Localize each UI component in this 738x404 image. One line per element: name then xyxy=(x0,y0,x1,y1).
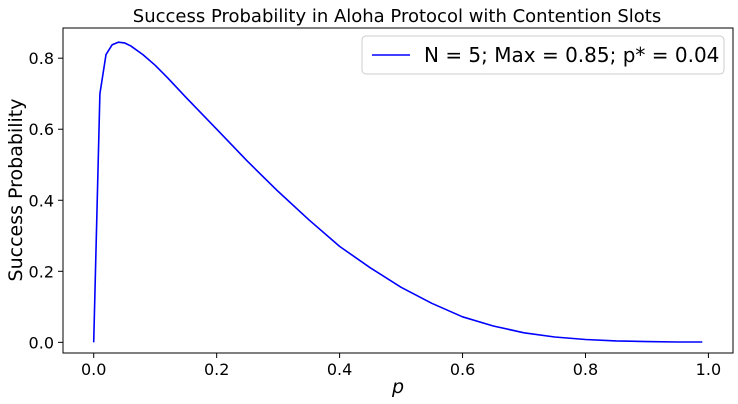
x-tick-label: 0.6 xyxy=(450,360,475,379)
plot-area xyxy=(62,27,734,354)
x-tick-label: 1.0 xyxy=(696,360,721,379)
y-axis-ticks: 0.0 0.2 0.4 0.6 0.8 xyxy=(29,49,63,352)
y-tick-label: 0.0 xyxy=(29,333,54,352)
legend-entry-label: N = 5; Max = 0.85; p* = 0.04 xyxy=(424,43,719,67)
series-layer xyxy=(92,41,703,343)
x-axis-label: p xyxy=(391,376,404,398)
x-tick-label: 0.2 xyxy=(204,360,229,379)
legend: N = 5; Max = 0.85; p* = 0.04 xyxy=(361,35,725,75)
y-tick-label: 0.8 xyxy=(29,49,54,68)
y-tick-label: 0.2 xyxy=(29,262,54,281)
x-tick-label: 0.4 xyxy=(327,360,352,379)
x-axis-ticks: 0.0 0.2 0.4 0.6 0.8 1.0 xyxy=(81,353,721,379)
y-tick-label: 0.6 xyxy=(29,120,54,139)
series-line xyxy=(92,41,703,343)
x-tick-label: 0.8 xyxy=(573,360,598,379)
y-axis-label: Success Probability xyxy=(5,99,27,282)
chart-title: Success Probability in Aloha Protocol wi… xyxy=(133,6,661,27)
legend-box xyxy=(361,35,725,75)
y-tick-label: 0.4 xyxy=(29,191,54,210)
x-tick-label: 0.0 xyxy=(81,360,106,379)
